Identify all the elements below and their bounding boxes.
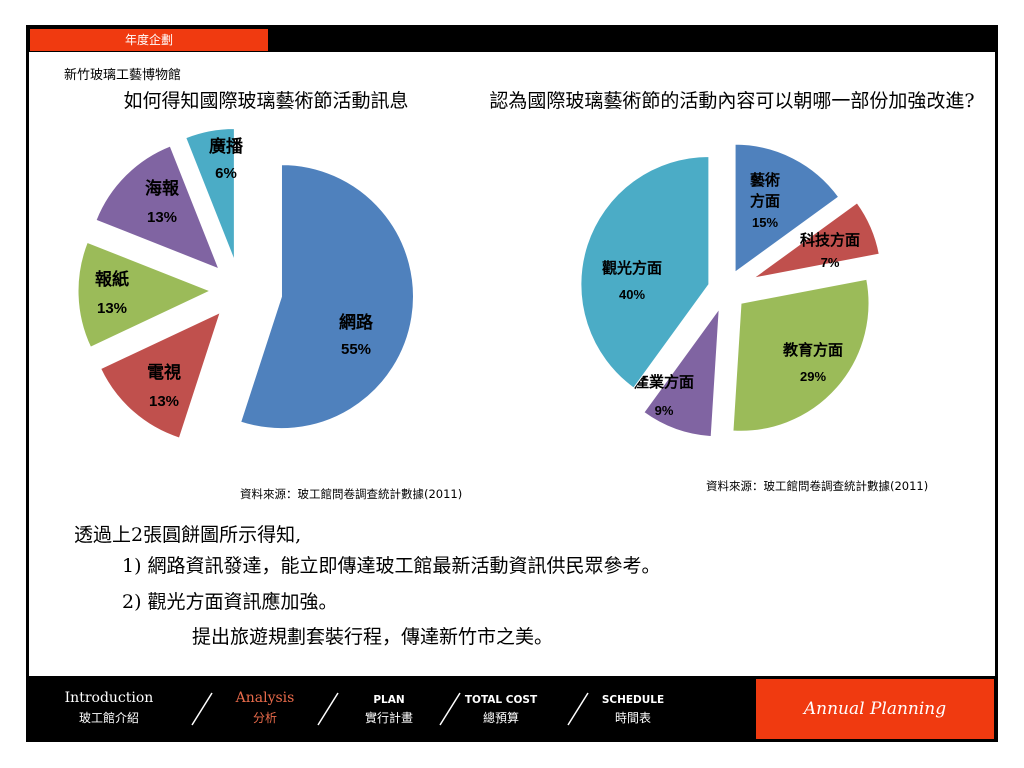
- nav-introduction[interactable]: Introduction 玻工館介紹: [56, 690, 162, 726]
- pie-value-1: 7%: [821, 255, 840, 270]
- nav-plan-zh: 實行計畫: [364, 711, 413, 725]
- pie-label-3: 產業方面 9%: [633, 373, 694, 418]
- nav-divider: [439, 692, 461, 726]
- pie-slice-0: [240, 164, 414, 430]
- pie-label-2: 教育方面 29%: [782, 341, 843, 384]
- chart-title-left: 如何得知國際玻璃藝術節活動訊息: [123, 90, 409, 112]
- pie-slice-3: [95, 145, 220, 270]
- pie-chart-right: 藝術方面 15% 科技方面 7% 教育方面 29% 產業方面 9% 觀光方面 40%: [580, 143, 880, 438]
- pie-label-1: 電視 13%: [147, 362, 181, 410]
- conclusion-intro: 透過上2張圓餅圖所示得知,: [74, 524, 302, 546]
- nav-total-cost-en: TOTAL COST: [464, 694, 538, 706]
- conclusion-point-2: 2) 觀光方面資訊應加強。: [122, 591, 338, 613]
- nav-plan-en: PLAN: [373, 694, 405, 706]
- pie-slice-1: [100, 311, 221, 439]
- pie-slice-2: [77, 241, 212, 348]
- chart-title-right: 認為國際玻璃藝術節的活動內容可以朝哪一部份加強改進?: [489, 90, 975, 112]
- pie-value-4: 6%: [215, 165, 237, 182]
- nav-divider: [317, 692, 339, 726]
- nav-total-cost-zh: 總預算: [482, 711, 519, 725]
- pie-label-1: 科技方面 7%: [800, 231, 860, 270]
- nav-total-cost[interactable]: TOTAL COST 總預算: [458, 694, 544, 726]
- pie-label-0: 藝術方面 15%: [750, 171, 780, 230]
- nav-schedule-en: SCHEDULE: [601, 694, 665, 706]
- pie-value-4: 40%: [619, 287, 645, 302]
- pie-slice-1: [753, 202, 880, 279]
- nav-analysis-zh: 分析: [252, 711, 277, 725]
- nav-schedule[interactable]: SCHEDULE 時間表: [590, 694, 676, 726]
- pie-value-2: 13%: [97, 300, 127, 317]
- pie-slice-4: [185, 128, 235, 261]
- nav-plan[interactable]: PLAN 實行計畫: [344, 694, 434, 726]
- pie-value-3: 9%: [655, 403, 674, 418]
- pie-label-4: 觀光方面 40%: [602, 259, 662, 302]
- pie-slice-0: [734, 143, 840, 274]
- pie-label-0: 網路 55%: [339, 312, 374, 358]
- header-tab[interactable]: 年度企劃: [30, 29, 268, 51]
- pie-label-2: 報紙 13%: [95, 269, 129, 317]
- nav-introduction-en: Introduction: [64, 690, 154, 706]
- nav-introduction-zh: 玻工館介紹: [78, 711, 139, 725]
- pie-slice-3: [643, 307, 720, 438]
- pie-slice-2: [732, 278, 870, 432]
- conclusion-point-1: 1) 網路資訊發達，能立即傳達玻工館最新活動資訊供民眾參考。: [122, 555, 661, 577]
- nav-analysis[interactable]: Analysis 分析: [222, 690, 308, 726]
- pie-chart-left: 網路 55% 電視 13% 報紙 13% 海報 13% 廣播 6%: [77, 128, 414, 439]
- nav-analysis-en: Analysis: [235, 690, 295, 706]
- pie-value-2: 29%: [800, 369, 826, 384]
- brand-annual-planning[interactable]: Annual Planning: [756, 679, 994, 739]
- source-note-right: 資料來源：玻工館問卷調查統計數據(2011): [706, 479, 929, 493]
- conclusion-point-2-detail: 提出旅遊規劃套裝行程，傳達新竹市之美。: [192, 626, 554, 648]
- pie-value-3: 13%: [147, 209, 177, 226]
- nav-divider: [191, 692, 213, 726]
- org-name: 新竹玻璃工藝博物館: [64, 68, 182, 83]
- pie-value-1: 13%: [149, 393, 179, 410]
- nav-divider: [567, 692, 589, 726]
- pie-label-3: 海報 13%: [145, 178, 180, 226]
- source-note-left: 資料來源：玻工館問卷調查統計數據(2011): [240, 487, 463, 501]
- nav-schedule-zh: 時間表: [614, 711, 651, 725]
- pie-label-4: 廣播 6%: [209, 136, 244, 182]
- pie-slice-4: [580, 155, 710, 389]
- pie-value-0: 55%: [341, 341, 371, 358]
- pie-value-0: 15%: [752, 215, 778, 230]
